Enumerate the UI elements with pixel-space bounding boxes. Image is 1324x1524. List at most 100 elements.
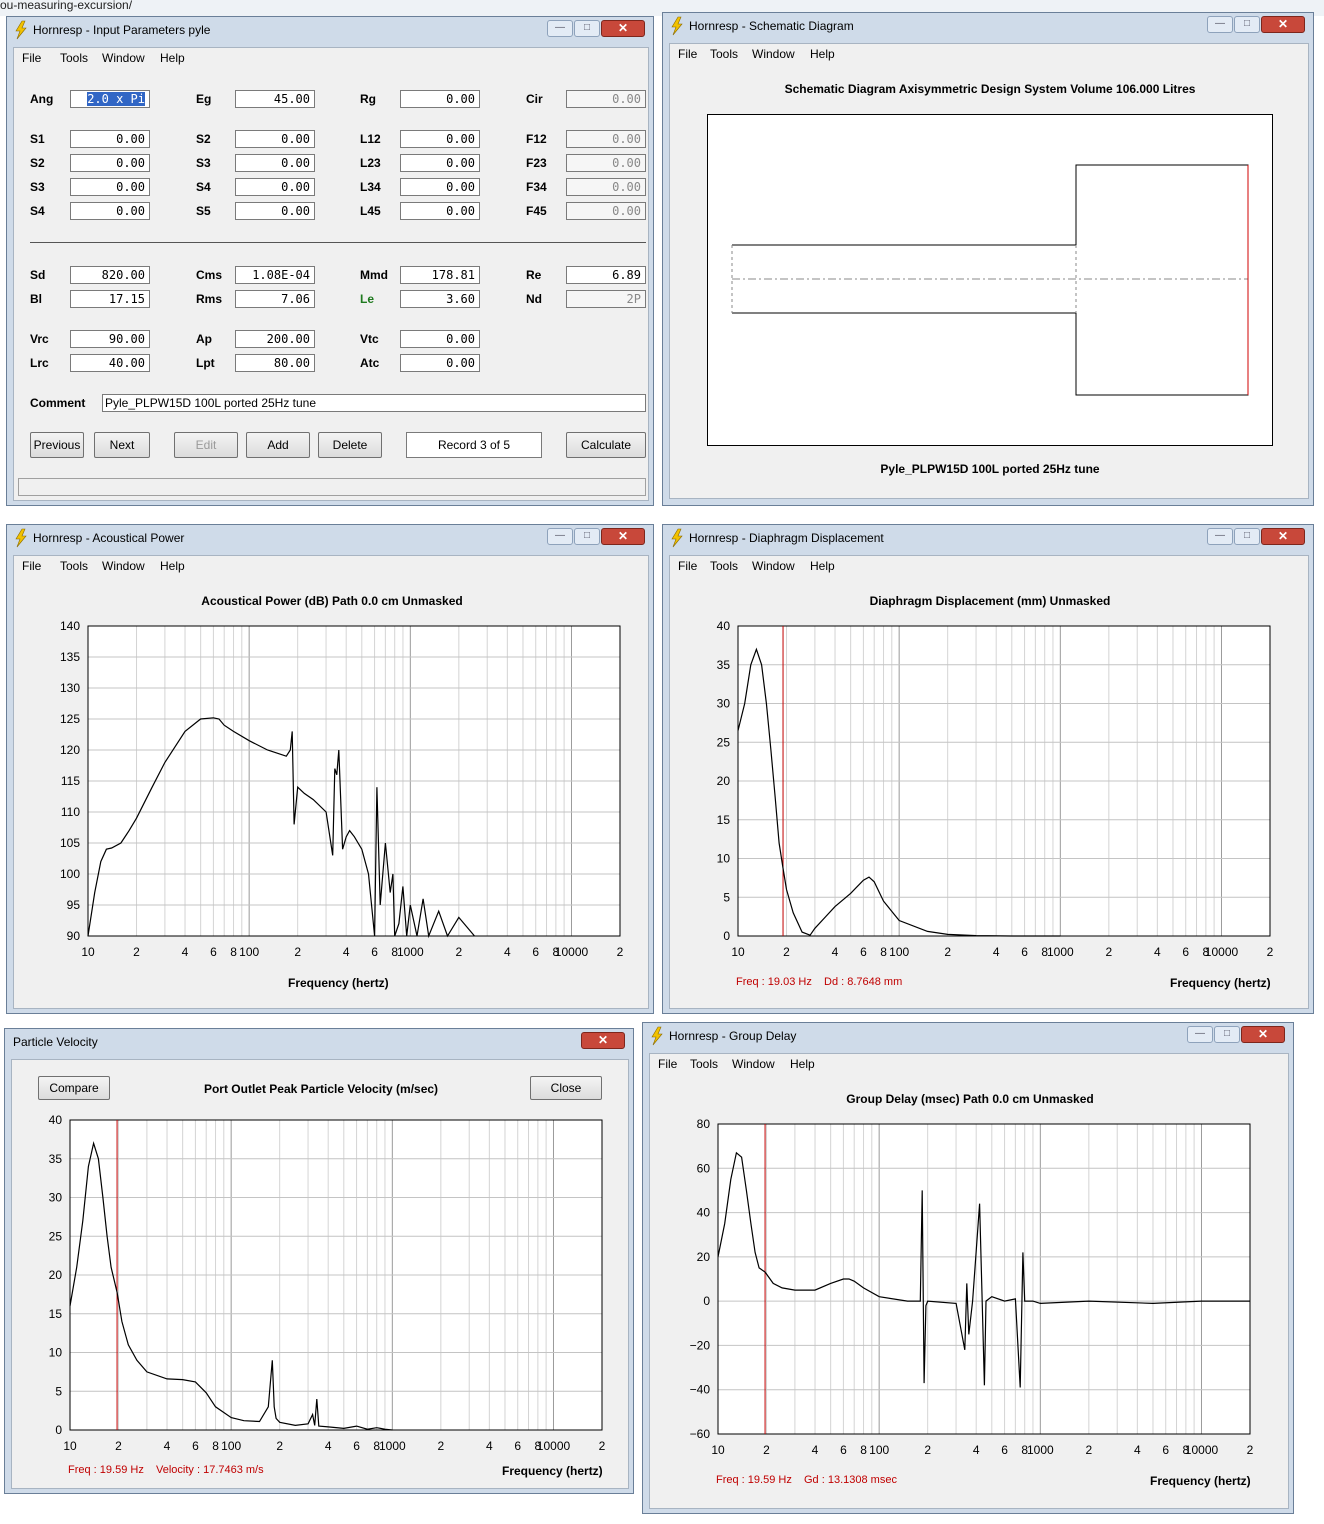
- menu-bar: File Tools Window Help: [670, 556, 1308, 576]
- delete-button[interactable]: Delete: [318, 432, 382, 458]
- title-bar[interactable]: Hornresp - Diaphragm Displacement — □ ✕: [663, 525, 1313, 551]
- lightning-bolt-icon: [15, 528, 27, 548]
- field-nd[interactable]: 2P: [566, 290, 646, 308]
- label-s4-right: S4: [196, 180, 211, 194]
- menu-help[interactable]: Help: [160, 559, 185, 573]
- field-atc[interactable]: 0.00: [400, 354, 480, 372]
- edit-button[interactable]: Edit: [174, 432, 238, 458]
- field-lrc[interactable]: 40.00: [70, 354, 150, 372]
- close-button[interactable]: ✕: [1241, 1026, 1285, 1043]
- field-cms[interactable]: 1.08E-04: [235, 266, 315, 284]
- field-mmd[interactable]: 178.81: [400, 266, 480, 284]
- plot-area: [718, 1124, 1250, 1434]
- field-ang[interactable]: 2.0 x Pi: [70, 90, 150, 108]
- minimize-button[interactable]: —: [547, 20, 573, 37]
- field-s3-right[interactable]: 0.00: [235, 154, 315, 172]
- calculate-button[interactable]: Calculate: [566, 432, 646, 458]
- maximize-button[interactable]: □: [1234, 528, 1260, 545]
- y-tick-label: 25: [717, 735, 731, 749]
- label-comment: Comment: [30, 396, 86, 410]
- add-button[interactable]: Add: [246, 432, 310, 458]
- field-s2-right[interactable]: 0.00: [235, 130, 315, 148]
- menu-help[interactable]: Help: [810, 559, 835, 573]
- menu-file[interactable]: File: [658, 1057, 678, 1071]
- label-nd: Nd: [526, 292, 542, 306]
- minimize-button[interactable]: —: [1187, 1026, 1213, 1043]
- compare-button[interactable]: Compare: [38, 1076, 110, 1100]
- field-s2-left[interactable]: 0.00: [70, 154, 150, 172]
- close-button[interactable]: ✕: [1261, 528, 1305, 545]
- menu-tools[interactable]: Tools: [60, 51, 89, 65]
- menu-window[interactable]: Window: [752, 47, 795, 61]
- minimize-button[interactable]: —: [1207, 16, 1233, 33]
- field-le[interactable]: 3.60: [400, 290, 480, 308]
- x-tick-label: 8: [391, 945, 398, 959]
- field-f12[interactable]: 0.00: [566, 130, 646, 148]
- field-lpt[interactable]: 80.00: [235, 354, 315, 372]
- menu-help[interactable]: Help: [160, 51, 185, 65]
- title-bar[interactable]: Hornresp - Group Delay — □ ✕: [643, 1023, 1293, 1049]
- menu-file[interactable]: File: [678, 559, 698, 573]
- field-comment[interactable]: Pyle_PLPW15D 100L ported 25Hz tune: [102, 394, 646, 412]
- field-f45[interactable]: 0.00: [566, 202, 646, 220]
- close-button[interactable]: ✕: [601, 20, 645, 37]
- previous-button[interactable]: Previous: [30, 432, 84, 458]
- menu-tools[interactable]: Tools: [710, 47, 739, 61]
- close-button[interactable]: ✕: [601, 528, 645, 545]
- menu-file[interactable]: File: [22, 51, 42, 65]
- close-button[interactable]: ✕: [1261, 16, 1305, 33]
- velocity-close-button[interactable]: Close: [530, 1076, 602, 1100]
- field-rg[interactable]: 0.00: [400, 90, 480, 108]
- y-tick-label: 130: [60, 681, 80, 695]
- title-bar[interactable]: Hornresp - Input Parameters pyle — □ ✕: [7, 17, 653, 43]
- field-vrc[interactable]: 90.00: [70, 330, 150, 348]
- field-ap[interactable]: 200.00: [235, 330, 315, 348]
- x-tick-label: 2: [115, 1439, 122, 1453]
- menu-window[interactable]: Window: [752, 559, 795, 573]
- title-bar[interactable]: Hornresp - Acoustical Power — □ ✕: [7, 525, 653, 551]
- menu-window[interactable]: Window: [102, 559, 145, 573]
- maximize-button[interactable]: □: [1214, 1026, 1240, 1043]
- menu-window[interactable]: Window: [102, 51, 145, 65]
- maximize-button[interactable]: □: [574, 20, 600, 37]
- menu-tools[interactable]: Tools: [60, 559, 89, 573]
- field-bl[interactable]: 17.15: [70, 290, 150, 308]
- field-s4-left[interactable]: 0.00: [70, 202, 150, 220]
- label-l45: L45: [360, 204, 381, 218]
- menu-help[interactable]: Help: [810, 47, 835, 61]
- field-eg[interactable]: 45.00: [235, 90, 315, 108]
- field-re[interactable]: 6.89: [566, 266, 646, 284]
- field-vtc[interactable]: 0.00: [400, 330, 480, 348]
- minimize-button[interactable]: —: [547, 528, 573, 545]
- close-button[interactable]: ✕: [581, 1032, 625, 1049]
- field-rms[interactable]: 7.06: [235, 290, 315, 308]
- field-s5[interactable]: 0.00: [235, 202, 315, 220]
- menu-tools[interactable]: Tools: [710, 559, 739, 573]
- title-bar[interactable]: Hornresp - Schematic Diagram — □ ✕: [663, 13, 1313, 39]
- next-button[interactable]: Next: [94, 432, 150, 458]
- field-l12[interactable]: 0.00: [400, 130, 480, 148]
- x-tick-label: 4: [1154, 945, 1161, 959]
- field-f34[interactable]: 0.00: [566, 178, 646, 196]
- field-cir[interactable]: 0.00: [566, 90, 646, 108]
- field-s4-right[interactable]: 0.00: [235, 178, 315, 196]
- field-f23[interactable]: 0.00: [566, 154, 646, 172]
- y-tick-label: −60: [690, 1427, 711, 1441]
- minimize-button[interactable]: —: [1207, 528, 1233, 545]
- menu-window[interactable]: Window: [732, 1057, 775, 1071]
- x-tick-label: 8: [880, 945, 887, 959]
- menu-file[interactable]: File: [22, 559, 42, 573]
- field-s1[interactable]: 0.00: [70, 130, 150, 148]
- field-l23[interactable]: 0.00: [400, 154, 480, 172]
- menu-file[interactable]: File: [678, 47, 698, 61]
- maximize-button[interactable]: □: [574, 528, 600, 545]
- field-sd[interactable]: 820.00: [70, 266, 150, 284]
- maximize-button[interactable]: □: [1234, 16, 1260, 33]
- title-bar[interactable]: Particle Velocity ✕: [5, 1029, 633, 1055]
- velocity-x-axis-label: Frequency (hertz): [502, 1464, 603, 1478]
- menu-help[interactable]: Help: [790, 1057, 815, 1071]
- menu-tools[interactable]: Tools: [690, 1057, 719, 1071]
- field-l45[interactable]: 0.00: [400, 202, 480, 220]
- field-l34[interactable]: 0.00: [400, 178, 480, 196]
- field-s3-left[interactable]: 0.00: [70, 178, 150, 196]
